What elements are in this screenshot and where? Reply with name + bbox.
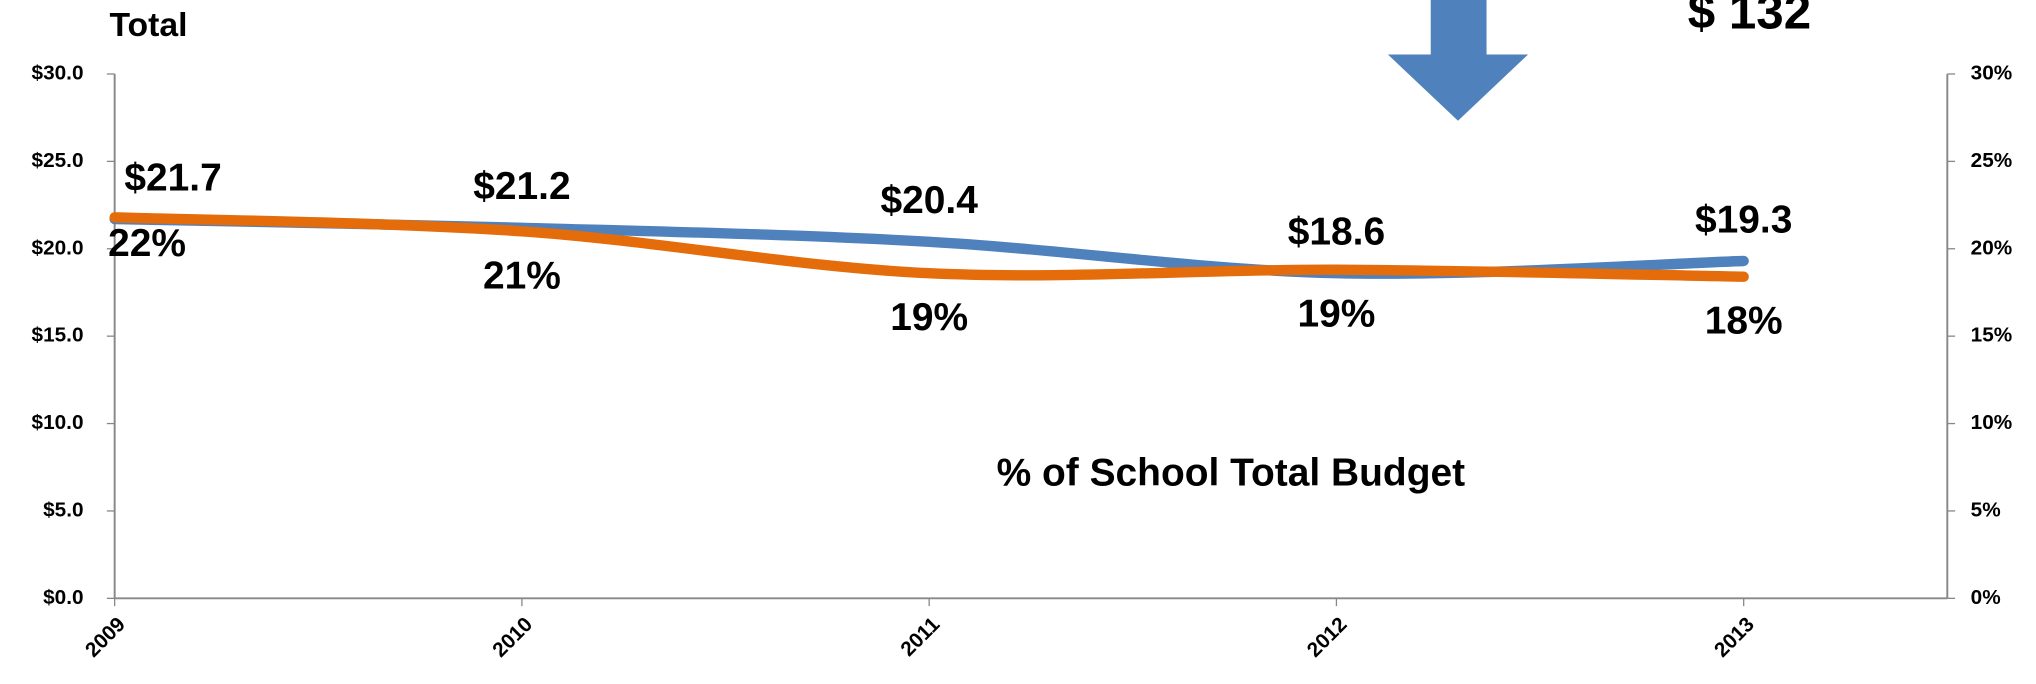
x-tick-label: 2012: [1303, 613, 1352, 662]
y2-tick-label: 10%: [1971, 411, 2013, 434]
data-label: 19%: [890, 296, 968, 339]
axis-annotation: % of School Total Budget: [997, 451, 1466, 494]
series-line: [109, 212, 1749, 282]
y2-tick-label: 25%: [1971, 149, 2013, 172]
x-tick-label: 2011: [896, 613, 944, 661]
y-tick-label: $25.0: [32, 149, 84, 172]
data-label: 22%: [108, 222, 186, 265]
data-label: $19.3: [1695, 198, 1792, 241]
x-tick-label: 2010: [488, 613, 537, 662]
data-label: 19%: [1297, 293, 1375, 336]
data-label: $21.2: [473, 165, 570, 208]
y2-tick-label: 30%: [1971, 61, 2013, 84]
y-tick-label: $15.0: [32, 324, 84, 347]
y2-tick-label: 15%: [1971, 324, 2013, 347]
data-label: $20.4: [880, 179, 978, 222]
y-tick-label: $0.0: [43, 586, 83, 609]
y2-tick-label: 0%: [1971, 586, 2001, 609]
x-tick-label: 2013: [1710, 613, 1759, 662]
y-tick-label: $10.0: [32, 411, 84, 434]
data-label: $18.6: [1288, 211, 1385, 254]
y2-tick-label: 5%: [1971, 498, 2001, 521]
data-label: $21.7: [124, 156, 221, 199]
chart-title: Total: [109, 6, 187, 44]
y-tick-label: $20.0: [32, 236, 84, 259]
y2-tick-label: 20%: [1971, 236, 2013, 259]
total-annotation: $ 132: [1688, 0, 1811, 40]
data-label: 21%: [483, 254, 561, 297]
x-tick-label: 2009: [81, 613, 130, 662]
y-tick-label: $30.0: [32, 61, 84, 84]
arrow: [1387, 0, 1529, 121]
data-label: 18%: [1705, 300, 1783, 343]
y-tick-label: $5.0: [43, 498, 83, 521]
